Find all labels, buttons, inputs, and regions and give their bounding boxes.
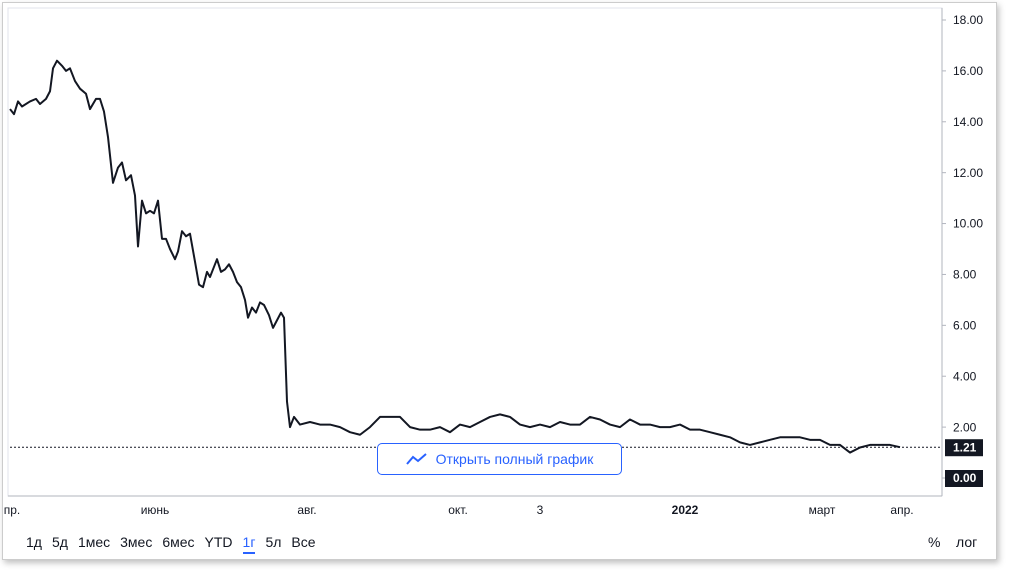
range-button[interactable]: 1г <box>242 534 256 554</box>
y-tick-label: 8.00 <box>953 268 977 282</box>
y-tick-box <box>945 470 983 487</box>
range-button[interactable]: 5л <box>265 534 282 550</box>
open-full-chart-button[interactable]: Открыть полный график <box>377 443 622 475</box>
x-tick-label: апр. <box>890 503 913 517</box>
y-tick-label: 12.00 <box>953 166 983 180</box>
log-button[interactable]: лог <box>956 534 978 550</box>
x-tick-label: 2022 <box>672 503 699 517</box>
range-button[interactable]: YTD <box>204 534 233 550</box>
range-button[interactable]: Все <box>291 534 316 550</box>
y-tick-label: 0.00 <box>953 471 977 485</box>
range-buttons: 1д 5д 1мес 3мес 6мес YTD 1г 5л Все <box>26 534 316 554</box>
y-tick-label: 10.00 <box>953 217 983 231</box>
y-tick-label: 4.00 <box>953 369 977 383</box>
range-button[interactable]: 6мес <box>162 534 195 550</box>
last-price-box <box>945 439 983 457</box>
x-tick-label: пр. <box>4 503 21 517</box>
y-tick-label: 16.00 <box>953 64 983 78</box>
chart-icon <box>405 453 427 465</box>
open-full-chart-label: Открыть полный график <box>435 451 594 467</box>
y-tick-label: 2.00 <box>953 420 977 434</box>
last-price-label: 1.21 <box>953 440 977 454</box>
range-button[interactable]: 3мес <box>120 534 153 550</box>
range-button[interactable]: 1д <box>26 534 42 550</box>
percent-button[interactable]: % <box>928 534 941 550</box>
plot-frame <box>7 7 943 497</box>
range-button[interactable]: 5д <box>51 534 68 550</box>
y-tick-label: 14.00 <box>953 115 983 129</box>
x-tick-label: авг. <box>297 503 316 517</box>
y-tick-label: 18.00 <box>953 13 983 27</box>
x-tick-label: март <box>809 503 836 517</box>
range-button[interactable]: 1мес <box>77 534 111 550</box>
price-line <box>9 59 901 454</box>
x-tick-label: окт. <box>448 503 468 517</box>
x-tick-label: июнь <box>141 503 170 517</box>
x-tick-label: 3 <box>537 503 544 517</box>
y-tick-label: 6.00 <box>953 319 977 333</box>
